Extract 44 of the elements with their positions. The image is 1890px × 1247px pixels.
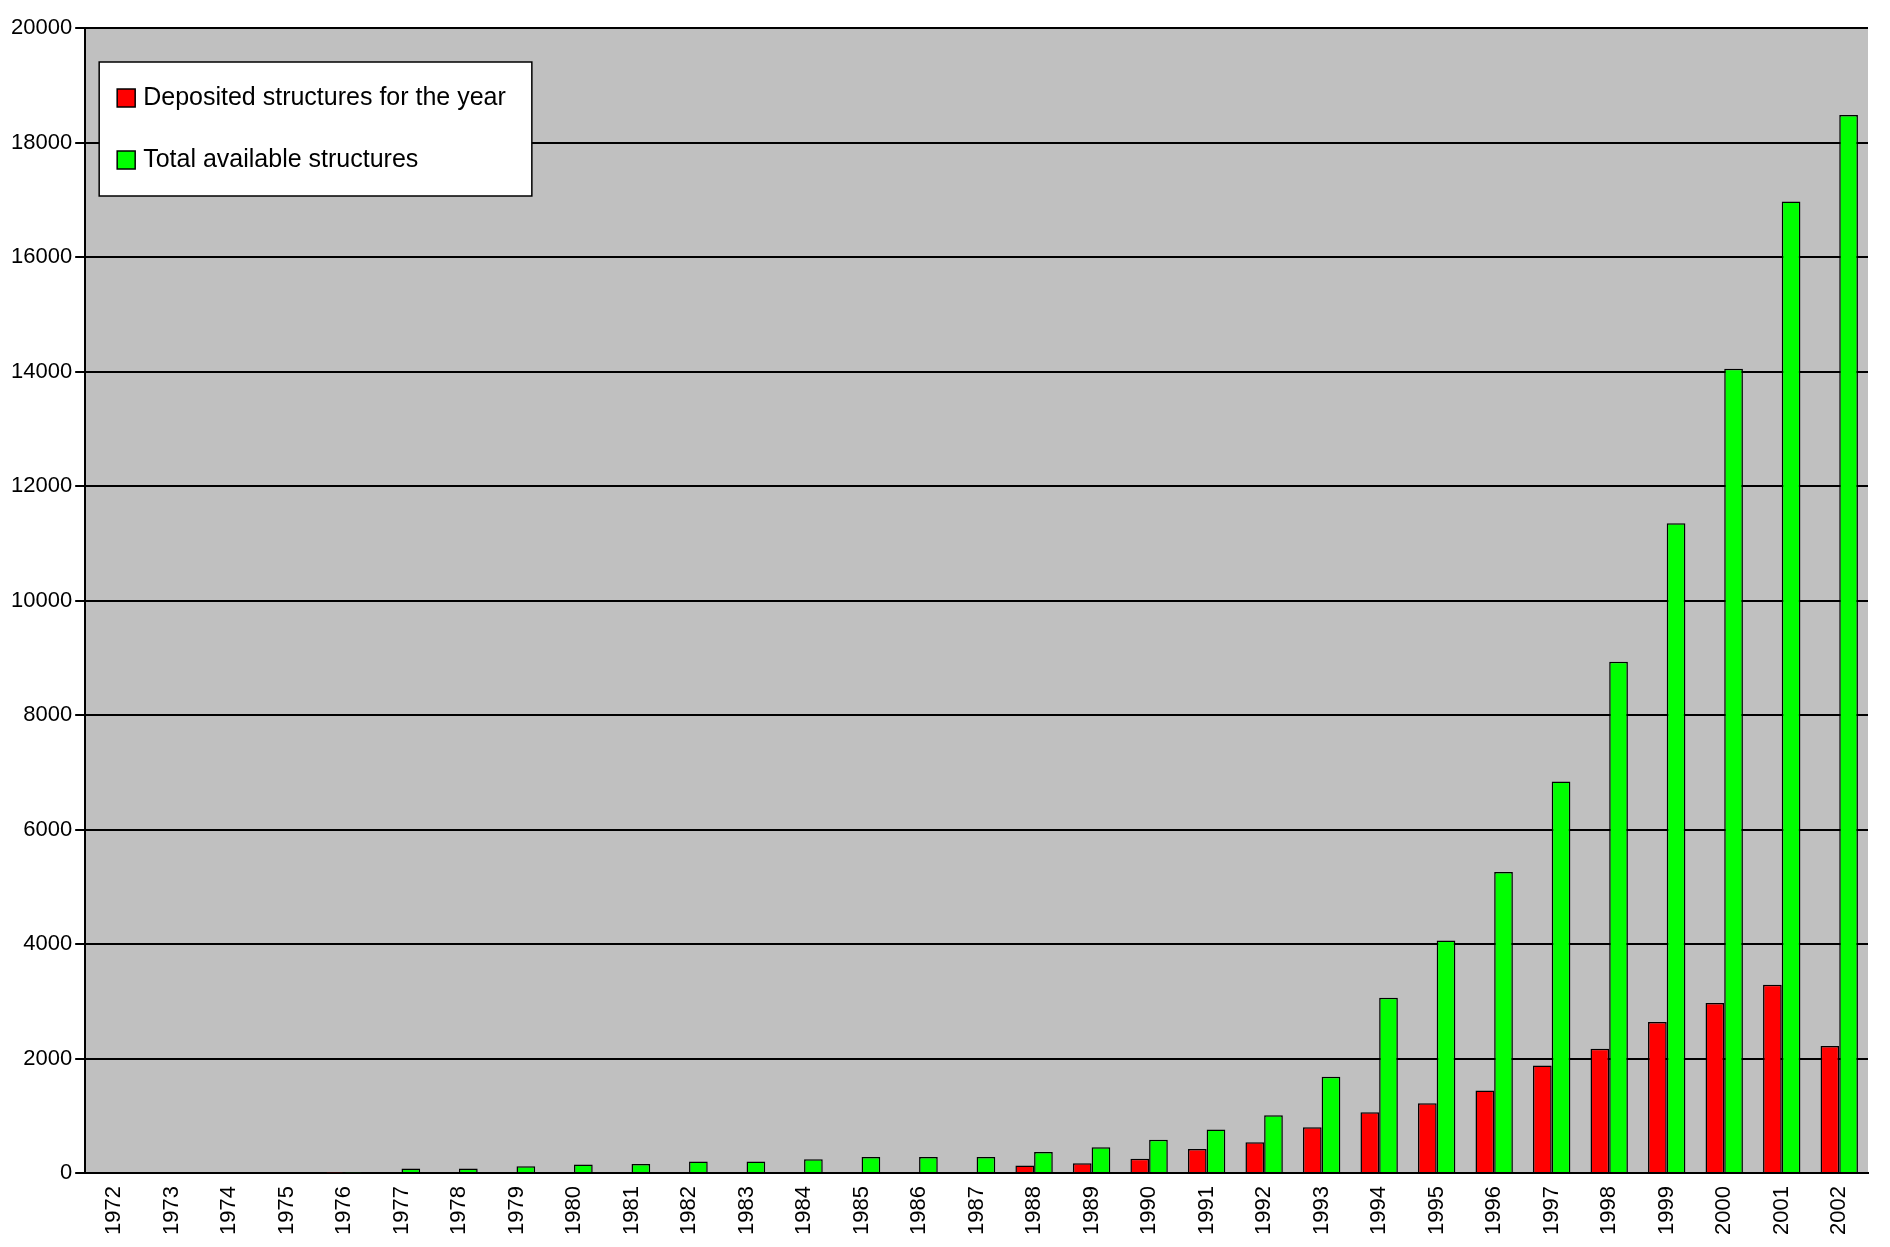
x-tick-label: 1991 [1192, 1186, 1218, 1236]
x-tick-label: 1980 [560, 1186, 586, 1236]
y-tick-label: 20000 [10, 14, 73, 40]
x-tick-label: 1990 [1135, 1186, 1161, 1236]
y-tick-label: 0 [59, 1159, 73, 1185]
x-tick-label: 1992 [1250, 1186, 1276, 1236]
x-tick-label: 1993 [1307, 1186, 1333, 1236]
x-tick-label: 1987 [962, 1186, 988, 1236]
x-tick-label: 1981 [617, 1186, 643, 1236]
x-tick-label: 1972 [99, 1186, 125, 1236]
x-tick-label: 1976 [330, 1186, 356, 1236]
x-tick-label: 1983 [732, 1186, 758, 1236]
y-tick-label: 4000 [23, 930, 73, 956]
y-tick-label: 10000 [10, 586, 73, 612]
x-tick-label: 1999 [1652, 1186, 1678, 1236]
x-tick-label: 1988 [1020, 1186, 1046, 1236]
x-tick-label: 1995 [1422, 1186, 1448, 1236]
x-tick-label: 1974 [215, 1186, 241, 1236]
x-tick-label: 1997 [1537, 1186, 1563, 1236]
x-tick-label: 1986 [905, 1186, 931, 1236]
y-tick-label: 6000 [23, 815, 73, 841]
x-tick-label: 1985 [847, 1186, 873, 1236]
x-tick-label: 1977 [387, 1186, 413, 1236]
x-tick-label: 1975 [272, 1186, 298, 1236]
x-tick-label: 1994 [1365, 1186, 1391, 1236]
x-tick-label: 1984 [790, 1186, 816, 1236]
y-tick-label: 14000 [10, 357, 73, 383]
y-tick-label: 16000 [10, 243, 73, 269]
x-tick-label: 1982 [675, 1186, 701, 1236]
legend-label: Total available structures [143, 143, 419, 172]
y-tick-label: 18000 [10, 128, 73, 154]
x-tick-label: 1978 [445, 1186, 471, 1236]
x-tick-label: 1989 [1077, 1186, 1103, 1236]
x-tick-label: 1998 [1595, 1186, 1621, 1236]
x-tick-label: 1973 [157, 1186, 183, 1236]
x-tick-label: 2002 [1825, 1186, 1851, 1236]
y-tick-label: 12000 [10, 472, 73, 498]
x-tick-label: 1996 [1480, 1186, 1506, 1236]
legend-label: Deposited structures for the year [143, 81, 506, 110]
x-tick-label: 2000 [1710, 1186, 1736, 1236]
y-tick-label: 8000 [23, 701, 73, 727]
y-tick-label: 2000 [23, 1044, 73, 1070]
x-tick-label: 1979 [502, 1186, 528, 1236]
x-tick-label: 2001 [1767, 1186, 1793, 1236]
